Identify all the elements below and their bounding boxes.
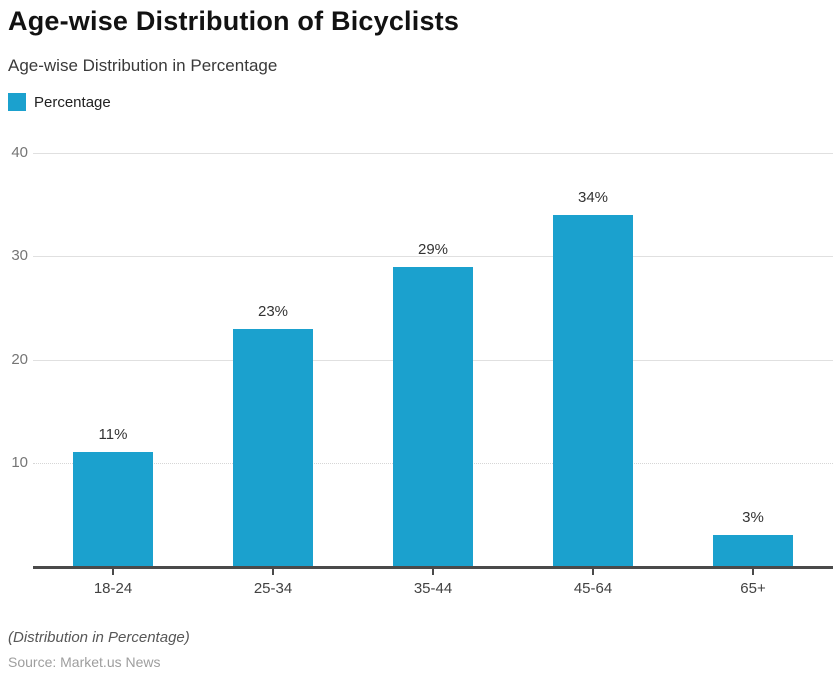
bar-value-label-25-34: 23% [257,302,289,320]
x-axis-label-35-44: 35-44 [413,580,453,597]
chart-subtitle: Age-wise Distribution in Percentage [8,56,278,75]
bar-35-44[interactable] [393,266,473,566]
bar-25-34[interactable] [233,328,313,566]
chart-footnote: (Distribution in Percentage) [8,629,190,646]
bar-value-label-35-44: 29% [417,240,449,258]
bar-45-64[interactable] [553,214,633,566]
x-axis-tick-45-64 [592,569,594,575]
chart-source: Source: Market.us News [8,654,161,670]
y-axis-tick-label-20: 20 [11,350,28,368]
bar-18-24[interactable] [73,452,153,566]
x-axis-label-25-34: 25-34 [253,580,293,597]
y-axis-tick-label-10: 10 [11,453,28,471]
y-axis-tick-label-40: 40 [11,144,28,161]
x-axis-tick-25-34 [272,569,274,575]
gridline-30 [33,256,833,258]
x-axis-tick-35-44 [432,569,434,575]
chart-title: Age-wise Distribution of Bicyclists [8,6,460,36]
x-axis-tick-18-24 [112,569,114,575]
legend-label: Percentage [34,93,111,111]
x-axis-label-65-: 65+ [740,580,766,597]
gridline-40 [33,153,833,154]
x-axis-label-18-24: 18-24 [93,580,133,597]
bar-value-label-18-24: 11% [98,426,128,444]
x-axis-tick-65- [752,569,754,575]
bar-chart: 10 20 30 40 11% 18-24 23% 25-34 29% 35-44 34% 45-64… [0,130,840,605]
legend-swatch-icon [8,93,26,111]
x-axis-label-45-64: 45-64 [573,580,613,597]
bar-65-[interactable] [713,535,793,566]
y-axis-tick-label-30: 30 [11,247,28,265]
bar-value-label-45-64: 34% [577,188,609,206]
bar-value-label-65-: 3% [742,509,764,527]
legend-item-percentage[interactable]: Percentage [8,93,111,111]
x-axis-line [33,566,833,569]
